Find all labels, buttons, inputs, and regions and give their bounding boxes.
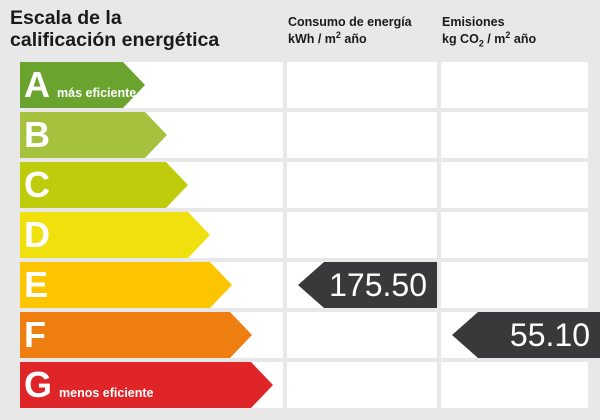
emisiones-cell-d	[441, 212, 588, 258]
consumo-header-title: Consumo de energía	[288, 15, 412, 29]
band-letter-a: A	[24, 64, 50, 105]
band-arrow-f: F	[20, 312, 252, 358]
band-letter-c: C	[24, 164, 50, 205]
scale-cell-e: E	[20, 262, 283, 308]
rating-row-a: A más eficiente	[20, 62, 588, 108]
rating-row-c: C	[20, 162, 588, 208]
band-arrow-d: D	[20, 212, 210, 258]
consumo-cell-c	[287, 162, 437, 208]
page-title: Escala de la calificación energética	[10, 7, 220, 51]
band-letter-g: G	[24, 364, 53, 405]
band-arrow-e: E	[20, 262, 232, 308]
consumo-cell-e: 175.50	[287, 262, 437, 308]
rating-row-e: E 175.50	[20, 262, 588, 308]
band-note-g: menos eficiente	[59, 386, 154, 400]
scale-cell-b: B	[20, 112, 283, 158]
emisiones-header-unit: kg CO2 / m2 año	[442, 29, 537, 49]
rating-rows: A más eficiente B C	[20, 62, 600, 412]
consumo-cell-a	[287, 62, 437, 108]
rating-row-d: D	[20, 212, 588, 258]
consumo-header-unit: kWh / m2 año	[288, 29, 367, 46]
emisiones-column-header: Emisiones kg CO2 / m2 año	[442, 14, 536, 48]
emisiones-cell-b	[441, 112, 588, 158]
emisiones-cell-a	[441, 62, 588, 108]
emisiones-cell-g	[441, 362, 588, 408]
scale-cell-g: G menos eficiente	[20, 362, 283, 408]
consumo-cell-f	[287, 312, 437, 358]
band-arrow-b: B	[20, 112, 167, 158]
band-letter-b: B	[24, 114, 50, 155]
scale-cell-f: F	[20, 312, 283, 358]
emisiones-cell-f: 55.10	[441, 312, 600, 358]
rating-row-b: B	[20, 112, 588, 158]
band-letter-f: F	[24, 314, 46, 355]
emisiones-value-badge: 55.10	[452, 312, 600, 358]
band-arrow-g: G menos eficiente	[20, 362, 273, 408]
rating-row-g: G menos eficiente	[20, 362, 588, 408]
band-arrow-c: C	[20, 162, 188, 208]
emisiones-cell-c	[441, 162, 588, 208]
consumo-value: 175.50	[329, 267, 427, 303]
scale-cell-c: C	[20, 162, 283, 208]
consumo-value-badge: 175.50	[298, 262, 437, 308]
consumo-cell-g	[287, 362, 437, 408]
emisiones-cell-e	[441, 262, 588, 308]
emisiones-header-title: Emisiones	[442, 15, 505, 29]
scale-cell-a: A más eficiente	[20, 62, 283, 108]
consumo-column-header: Consumo de energía kWh / m2 año	[288, 14, 412, 48]
band-letter-d: D	[24, 214, 50, 255]
scale-cell-d: D	[20, 212, 283, 258]
band-letter-e: E	[24, 264, 49, 305]
band-arrow-a: A más eficiente	[20, 62, 145, 108]
consumo-cell-b	[287, 112, 437, 158]
band-note-a: más eficiente	[57, 86, 137, 100]
consumo-cell-d	[287, 212, 437, 258]
emisiones-value: 55.10	[509, 317, 590, 353]
rating-row-f: F 55.10	[20, 312, 600, 358]
